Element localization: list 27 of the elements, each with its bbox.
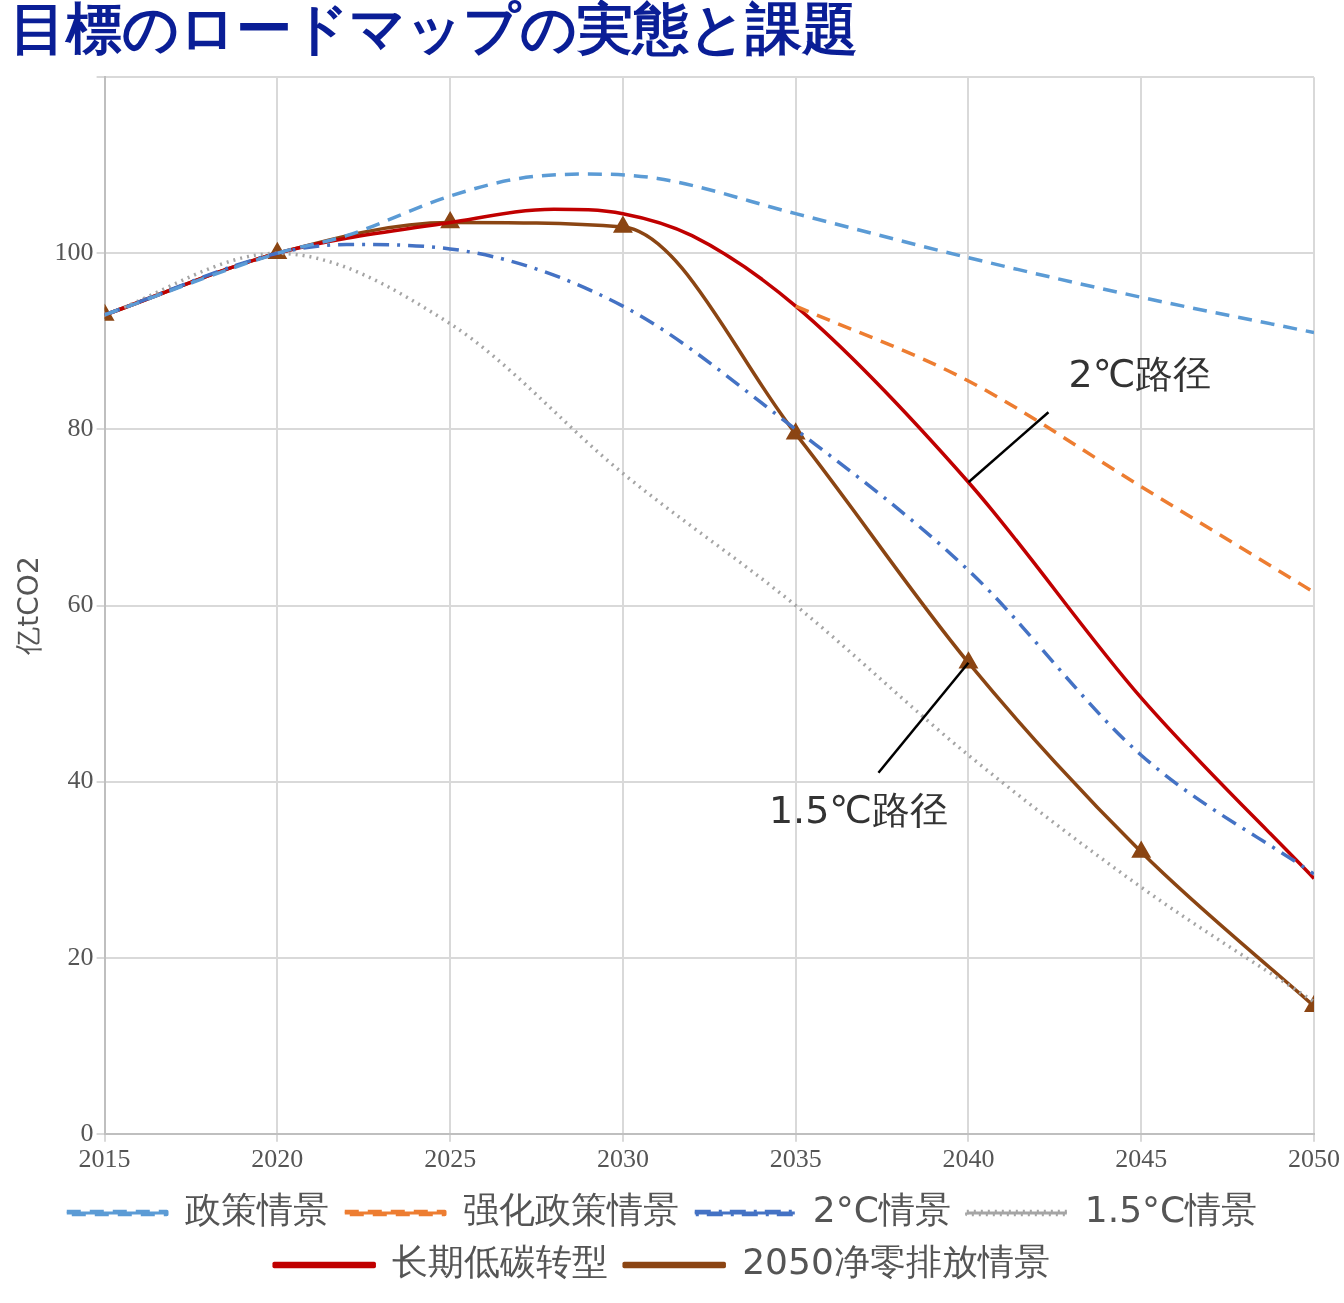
legend-label: 强化政策情景 [462, 1189, 679, 1231]
chart-title: 目標のロードマップの実態と課題 [10, 0, 858, 62]
x-tick-label: 2030 [596, 1144, 649, 1174]
x-tick-label: 2045 [1115, 1144, 1168, 1174]
legend-label: 长期低碳转型 [392, 1241, 609, 1283]
y-tick-label: 80 [67, 413, 94, 443]
x-tick-label: 2050 [1288, 1144, 1340, 1174]
y-tick-label: 40 [67, 765, 94, 795]
y-axis-title: 亿tCO2 [12, 556, 46, 656]
point [614, 217, 632, 233]
annotation: 1.5℃路径 [768, 787, 949, 832]
y-tick-label: 0 [80, 1117, 94, 1147]
x-tick-label: 2040 [942, 1144, 995, 1174]
x-tick-label: 2020 [251, 1144, 304, 1174]
legend-label: 政策情景 [184, 1189, 329, 1231]
annotation: 2℃路径 [1068, 352, 1212, 397]
legend-label: 2°C情景 [812, 1189, 951, 1231]
x-tick-label: 2015 [78, 1144, 131, 1174]
legend-label: 1.5°C情景 [1084, 1189, 1258, 1231]
y-tick-label: 20 [67, 941, 94, 971]
legend-label: 2050净零排放情景 [742, 1241, 1050, 1283]
x-tick-label: 2035 [769, 1144, 822, 1174]
y-tick-label: 60 [67, 589, 94, 619]
y-tick-label: 100 [54, 237, 94, 267]
point [1132, 842, 1150, 858]
x-tick-label: 2025 [424, 1144, 477, 1174]
point [787, 424, 805, 440]
